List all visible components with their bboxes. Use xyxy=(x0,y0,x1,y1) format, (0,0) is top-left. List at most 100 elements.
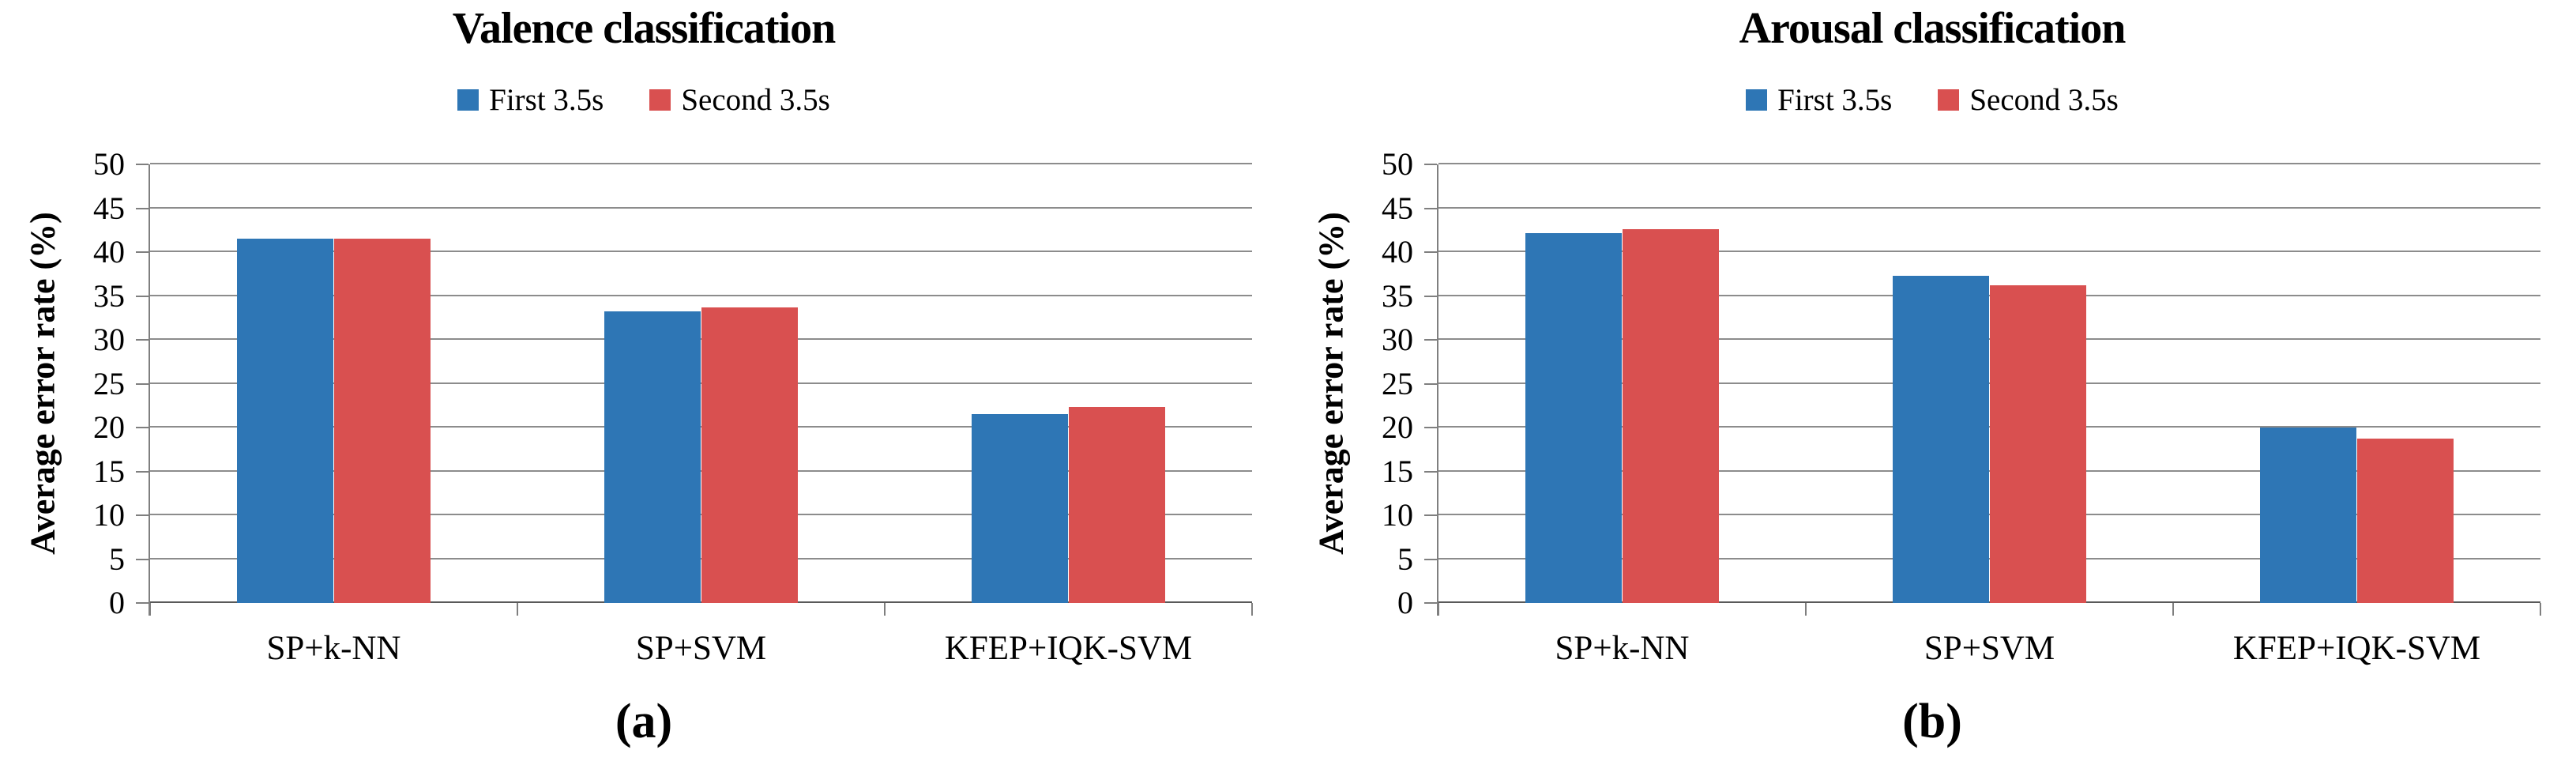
bar-KFEP+IQK-SVM-Second 3.5s xyxy=(2356,439,2454,603)
gridline xyxy=(1438,251,2540,252)
y-axis-title: Average error rate (%) xyxy=(23,212,62,555)
y-axis-tick xyxy=(136,427,149,428)
y-tick-label: 0 xyxy=(109,585,125,620)
x-axis-tick xyxy=(883,603,886,616)
y-tick-label: 0 xyxy=(1397,585,1413,620)
x-axis-tick xyxy=(2172,603,2174,616)
bar-KFEP+IQK-SVM-First 3.5s xyxy=(971,414,1069,603)
x-category-label: SP+k-NN xyxy=(266,630,401,667)
x-category-label: SP+SVM xyxy=(635,630,767,667)
y-axis-line xyxy=(1437,164,1438,616)
y-tick-label: 40 xyxy=(1382,234,1413,269)
legend-item: Second 3.5s xyxy=(1938,82,2119,118)
x-category-label: SP+SVM xyxy=(1924,630,2055,667)
y-tick-label: 35 xyxy=(1382,277,1413,314)
y-tick-label: 20 xyxy=(93,409,125,445)
y-axis-tick xyxy=(136,164,149,165)
y-tick-label: 35 xyxy=(93,277,125,314)
bar-SP+k-NN-Second 3.5s xyxy=(1622,229,1720,603)
legend-item: Second 3.5s xyxy=(649,82,830,118)
y-axis-tick xyxy=(136,382,149,385)
gridline xyxy=(1438,206,2540,209)
y-tick-label: 45 xyxy=(93,190,125,226)
gridline xyxy=(1438,163,2540,164)
y-axis-tick xyxy=(1424,164,1437,165)
y-axis-tick xyxy=(136,207,149,209)
gridline xyxy=(150,163,1252,164)
bar-SP+k-NN-First 3.5s xyxy=(236,239,334,603)
x-axis-labels: SP+k-NN SP+SVM KFEP+IQK-SVM xyxy=(150,629,1252,668)
y-axis-title: Average error rate (%) xyxy=(1311,212,1351,555)
y-axis-tick xyxy=(1424,339,1437,341)
chart-legend: First 3.5s Second 3.5s xyxy=(0,82,1288,118)
chart-legend: First 3.5s Second 3.5s xyxy=(1288,82,2576,118)
legend-label: First 3.5s xyxy=(1777,83,1893,117)
bar-SP+SVM-Second 3.5s xyxy=(1989,285,2087,603)
legend-swatch xyxy=(457,89,479,111)
gridline xyxy=(150,294,1252,296)
y-tick-label: 10 xyxy=(1382,497,1413,533)
y-axis-line xyxy=(149,164,150,616)
x-category-label: KFEP+IQK-SVM xyxy=(2232,630,2481,667)
legend-label: Second 3.5s xyxy=(681,83,830,117)
y-tick-label: 30 xyxy=(1382,322,1413,357)
subfigure-label-a: (a) xyxy=(615,695,673,748)
legend-item: First 3.5s xyxy=(457,82,604,118)
legend-label: First 3.5s xyxy=(489,83,604,117)
y-tick-label: 50 xyxy=(93,146,125,182)
bar-SP+SVM-First 3.5s xyxy=(1892,275,1990,603)
y-axis-tick xyxy=(1424,295,1437,297)
legend-swatch xyxy=(1746,89,1768,111)
y-tick-label: 25 xyxy=(1382,365,1413,401)
subfigure-label-b: (b) xyxy=(1902,695,1962,748)
bar-SP+k-NN-Second 3.5s xyxy=(333,239,431,603)
legend-swatch xyxy=(649,89,671,111)
y-tick-label: 15 xyxy=(93,453,125,489)
y-axis-tick xyxy=(1424,558,1437,560)
y-axis-tick xyxy=(136,514,149,516)
gridline xyxy=(150,206,1252,209)
bar-KFEP+IQK-SVM-Second 3.5s xyxy=(1068,407,1166,603)
legend-swatch xyxy=(1938,89,1960,111)
y-tick-label: 50 xyxy=(1382,146,1413,182)
gridline xyxy=(150,251,1252,252)
y-tick-label: 40 xyxy=(93,234,125,269)
y-axis-tick xyxy=(1424,207,1437,209)
y-axis-tick xyxy=(1424,427,1437,428)
plot-area: 0 5 10 15 20 25 30 35 40 45 50 xyxy=(93,149,1253,619)
chart-title-arousal: Arousal classification xyxy=(1739,4,2127,53)
y-axis-tick xyxy=(1424,602,1437,604)
bar-KFEP+IQK-SVM-First 3.5s xyxy=(2259,428,2357,603)
x-axis-tick xyxy=(1438,603,1439,616)
y-tick-label: 25 xyxy=(93,365,125,401)
x-category-label: KFEP+IQK-SVM xyxy=(944,630,1193,667)
x-axis-tick xyxy=(516,603,518,616)
y-axis-tick xyxy=(136,470,149,473)
x-axis-tick xyxy=(1251,603,1253,616)
y-axis-tick xyxy=(136,251,149,253)
y-tick-label: 5 xyxy=(109,541,125,577)
y-axis-tick xyxy=(136,339,149,341)
arousal-chart-panel: Arousal classification First 3.5s Second … xyxy=(1288,0,2576,780)
x-axis-labels: SP+k-NN SP+SVM KFEP+IQK-SVM xyxy=(1438,629,2540,668)
y-axis-tick xyxy=(1424,382,1437,385)
y-axis-tick xyxy=(136,602,149,604)
y-axis-tick xyxy=(136,558,149,560)
x-axis-tick xyxy=(149,603,151,616)
y-tick-label: 10 xyxy=(93,497,125,533)
y-tick-label: 5 xyxy=(1397,541,1413,577)
x-axis-tick xyxy=(2540,603,2541,616)
y-axis-tick xyxy=(136,295,149,297)
legend-label: Second 3.5s xyxy=(1969,83,2119,117)
bar-SP+k-NN-First 3.5s xyxy=(1525,232,1623,603)
x-axis-tick xyxy=(1804,603,1807,616)
legend-item: First 3.5s xyxy=(1746,82,1892,118)
valence-chart-panel: Valence classification First 3.5s Second … xyxy=(0,4,1288,748)
y-tick-label: 45 xyxy=(1382,190,1413,226)
y-axis-tick xyxy=(1424,470,1437,473)
y-tick-label: 20 xyxy=(1382,409,1413,445)
plot-area: 0 5 10 15 20 25 30 35 40 45 50 xyxy=(1382,149,2541,619)
x-category-label: SP+k-NN xyxy=(1555,630,1690,667)
chart-title-valence: Valence classification xyxy=(452,4,837,53)
